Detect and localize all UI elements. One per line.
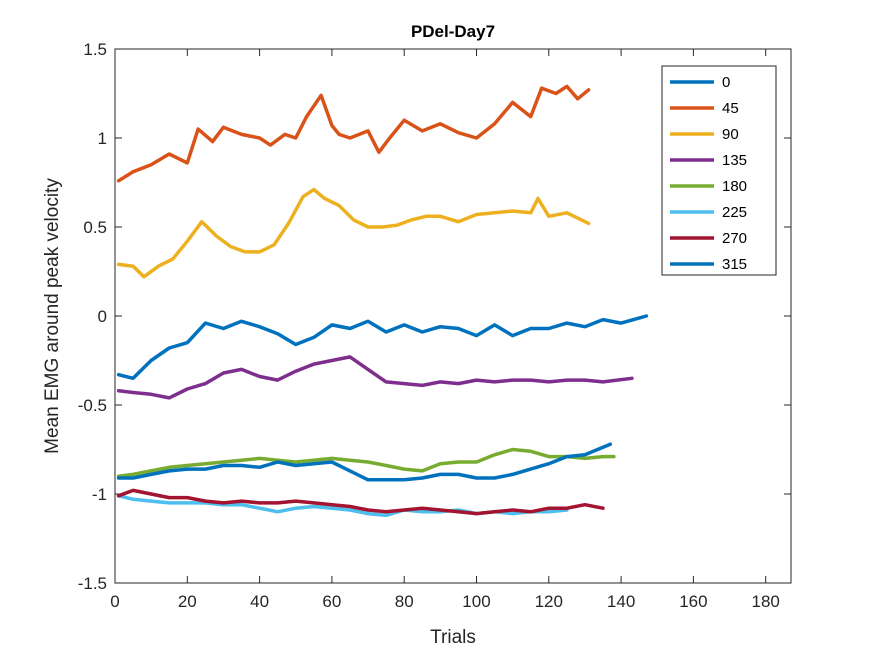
legend-label-180: 180: [722, 178, 747, 195]
series-line-270: [116, 488, 605, 516]
legend-label-90: 90: [722, 126, 739, 143]
legend-label-225: 225: [722, 204, 747, 221]
x-tick-label: 40: [250, 592, 269, 611]
legend-box: [661, 65, 777, 276]
series-line-90: [116, 187, 591, 279]
x-tick-label: 80: [395, 592, 414, 611]
x-tick-label: 120: [535, 592, 563, 611]
legend: 0 45 90 135 180 225 270 315: [661, 65, 777, 276]
x-tick-label: 20: [178, 592, 197, 611]
x-tick-label: 60: [322, 592, 341, 611]
legend-label-45: 45: [722, 100, 739, 117]
series-line-315: [116, 442, 613, 482]
y-tick-label: -1: [92, 485, 107, 504]
x-axis-label: Trials: [430, 627, 476, 648]
x-tick-label: 180: [752, 592, 780, 611]
x-tick-label: 160: [679, 592, 707, 611]
series-line-180: [116, 447, 616, 478]
y-tick-label: -1.5: [78, 574, 107, 593]
x-tick-label: 0: [110, 592, 119, 611]
series-line-0: [116, 314, 649, 381]
x-tick-label: 100: [462, 592, 490, 611]
y-tick-label: -0.5: [78, 396, 107, 415]
legend-label-0: 0: [722, 74, 730, 91]
legend-label-135: 135: [722, 152, 747, 169]
series-line-45: [116, 84, 591, 183]
legend-label-270: 270: [722, 230, 747, 247]
y-axis-label: Mean EMG around peak velocity: [42, 178, 63, 454]
y-tick-label: 0: [98, 307, 107, 326]
series-line-135: [116, 355, 634, 400]
y-tick-label: 0.5: [83, 218, 107, 237]
series-lines: [116, 84, 649, 518]
x-tick-label: 140: [607, 592, 635, 611]
chart-title: PDel-Day7: [411, 22, 495, 41]
y-tick-label: 1.5: [83, 40, 107, 59]
y-tick-label: 1: [98, 129, 107, 148]
axis-ticks: 0 20 40 60 80 100 120 140 160 180 -1.5 -1 -0.5 0 0.5 1 1…: [78, 40, 791, 611]
legend-label-315: 315: [722, 256, 747, 273]
